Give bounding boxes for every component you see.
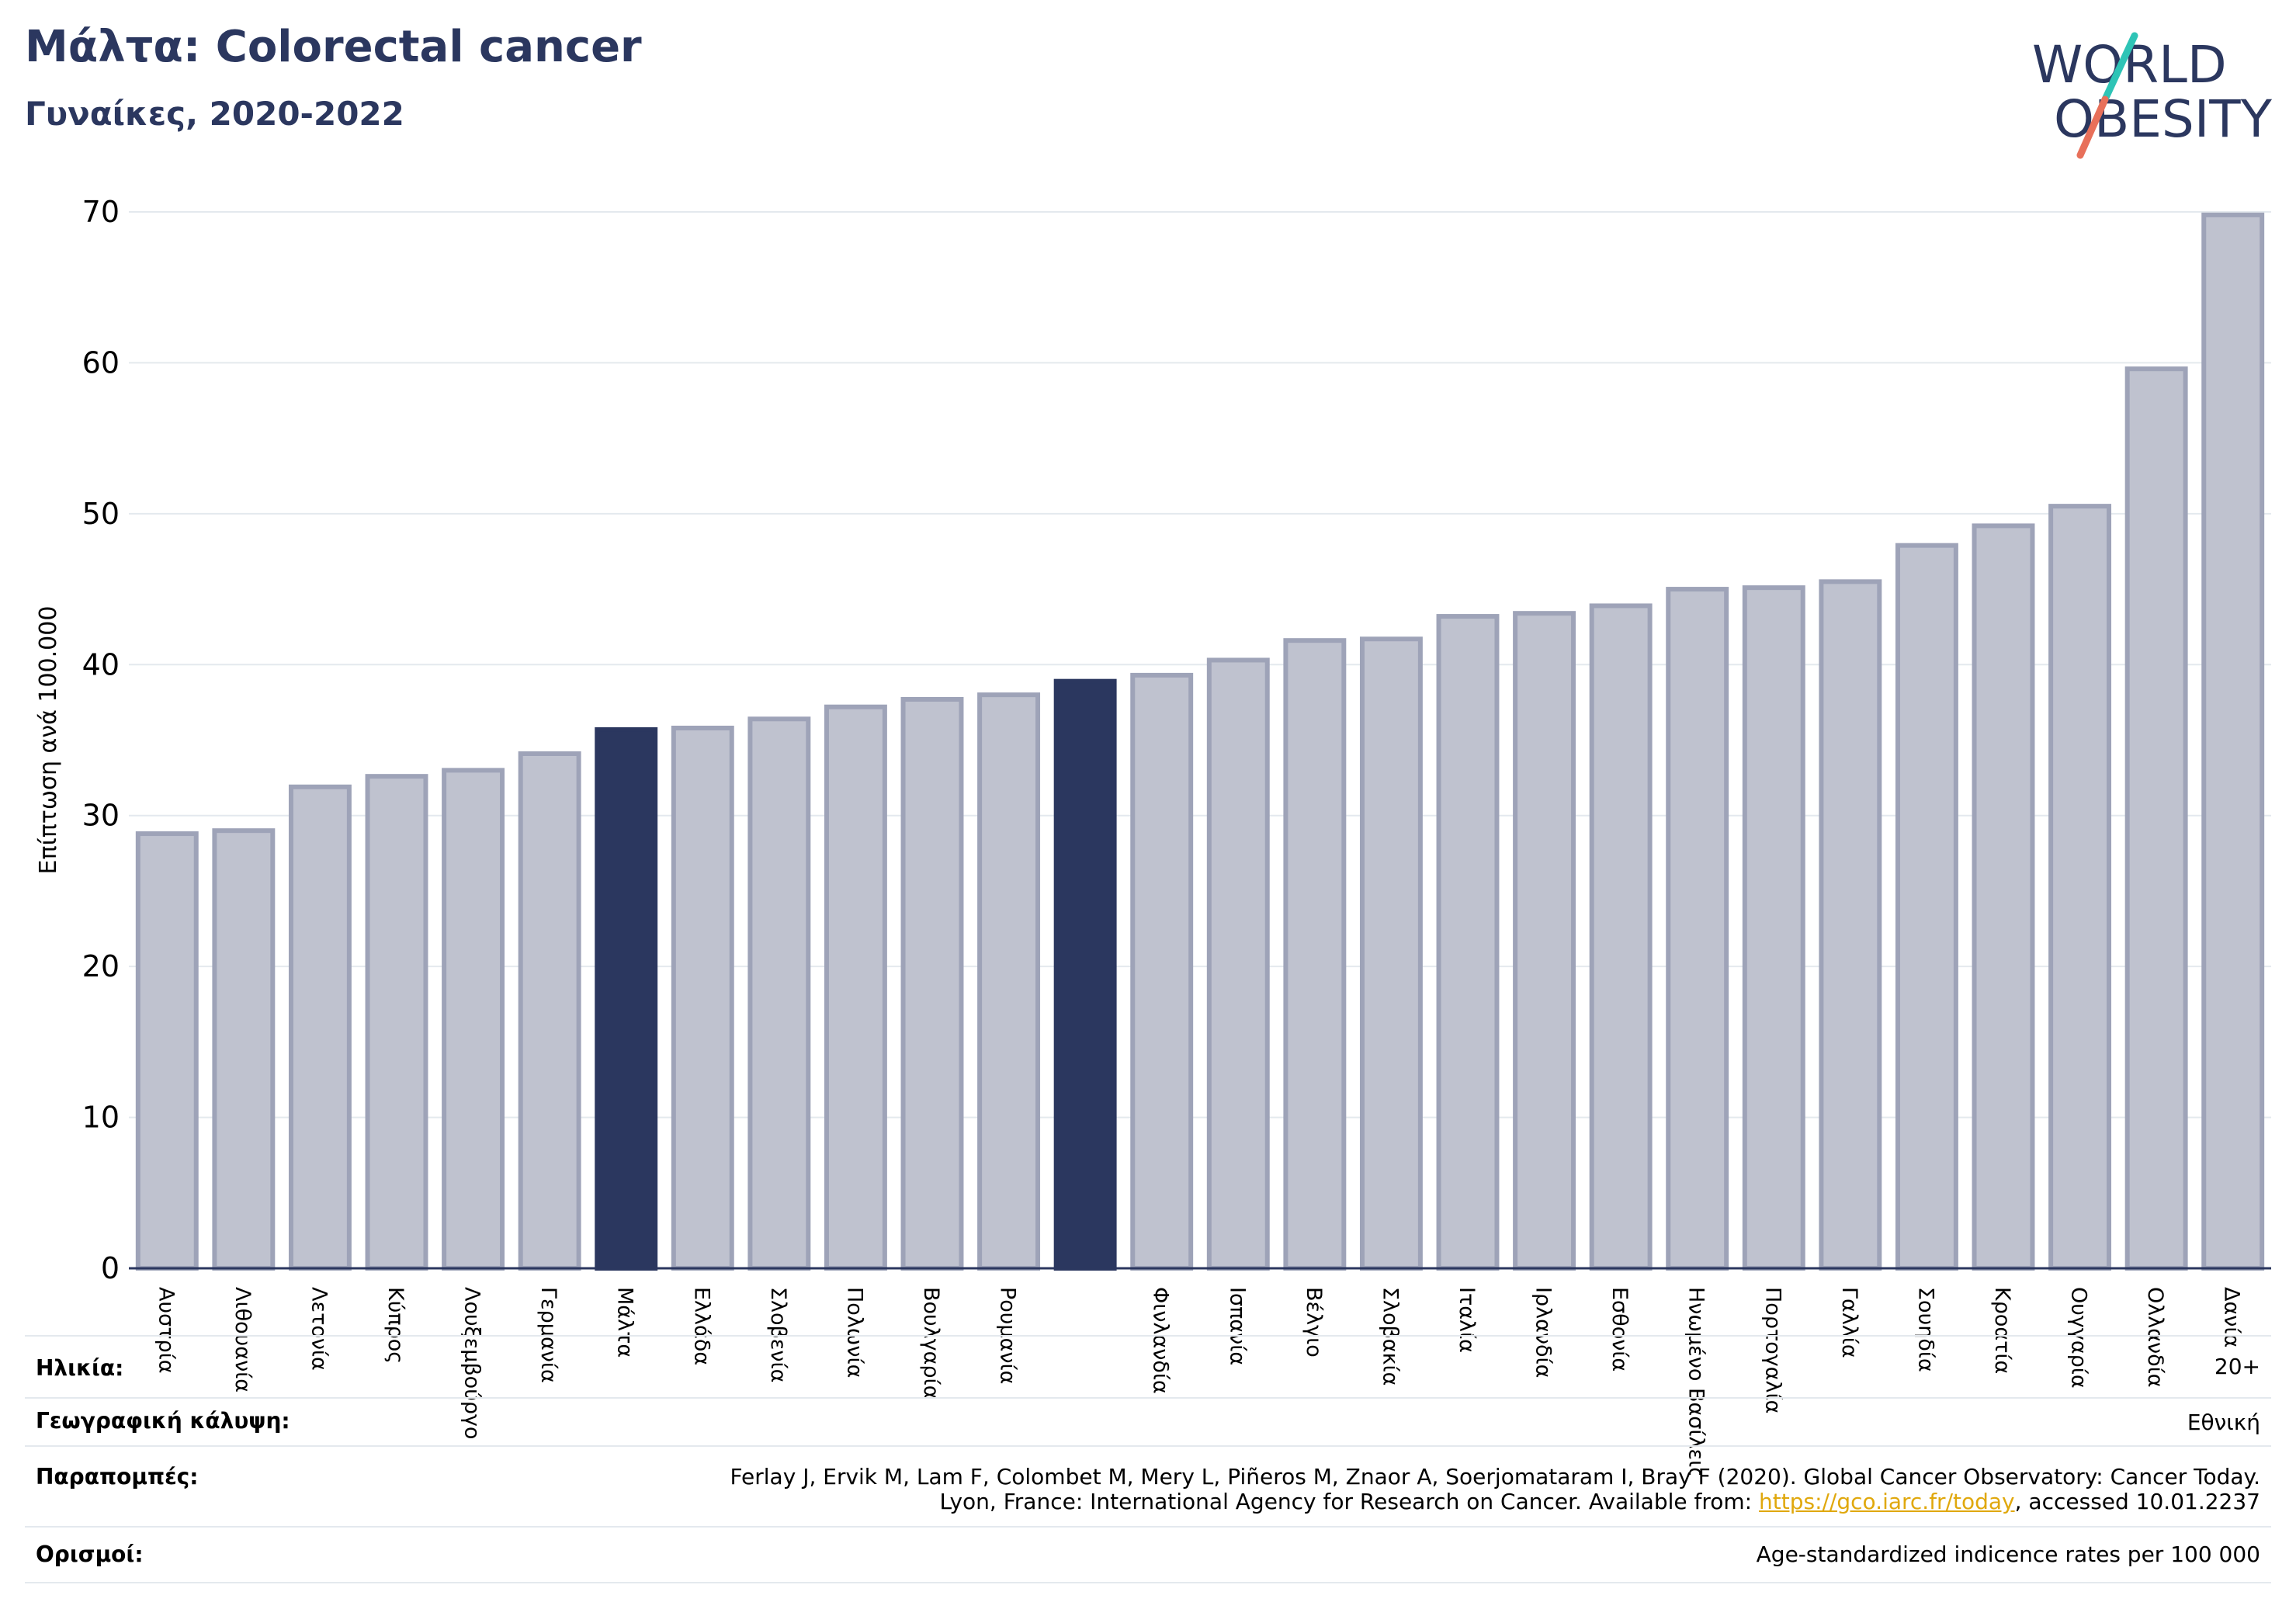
x-tick-label: Ιρλανδία — [1531, 1287, 1556, 1378]
bar — [1436, 614, 1500, 1271]
refs-label: Παραπομπές: — [36, 1464, 199, 1489]
bar — [977, 692, 1041, 1271]
bar — [518, 751, 581, 1271]
y-tick-label: 40 — [82, 647, 120, 681]
x-tick-label: Ισπανία — [1225, 1287, 1249, 1365]
x-tick-label: Γερμανία — [536, 1287, 560, 1383]
x-tick-label: Αυστρία — [154, 1287, 178, 1374]
y-tick-label: 60 — [82, 345, 120, 380]
bar — [824, 704, 887, 1271]
bar — [1972, 523, 2035, 1271]
bar — [1513, 611, 1576, 1271]
refs-line2-pre: Lyon, France: International Agency for R… — [939, 1489, 1759, 1514]
age-value: 20+ — [2214, 1354, 2260, 1379]
x-tick-label: Δανία — [2220, 1287, 2244, 1347]
refs-link[interactable]: https://gco.iarc.fr/today — [1759, 1489, 2015, 1514]
bar — [900, 697, 964, 1271]
divider — [25, 1397, 2271, 1399]
bar — [747, 716, 811, 1271]
bar — [1819, 579, 1882, 1271]
x-tick-label: Ιταλία — [1455, 1287, 1479, 1353]
age-label: Ηλικία: — [36, 1355, 124, 1381]
x-tick-label: Ελλάδα — [689, 1287, 713, 1365]
divider — [25, 1445, 2271, 1447]
x-tick-label: Μάλτα — [613, 1287, 637, 1358]
y-tick-label: 30 — [82, 799, 120, 833]
y-tick-label: 20 — [82, 949, 120, 983]
bar — [1283, 638, 1347, 1271]
world-obesity-logo: WORLD OBESITY — [2032, 32, 2273, 159]
x-tick-label: Φινλανδία — [1149, 1287, 1173, 1394]
defs-value: Age-standardized indicence rates per 100… — [1756, 1542, 2260, 1567]
x-tick-label: Πορτογαλία — [1760, 1287, 1784, 1413]
bar — [135, 831, 199, 1271]
bar — [1742, 585, 1805, 1271]
bar — [1589, 603, 1653, 1271]
refs-line2-post: , accessed 10.01.2237 — [2014, 1489, 2260, 1514]
x-tick-label: Σλοβενία — [766, 1287, 790, 1382]
x-tick-label: Λουξεμβούργο — [460, 1287, 484, 1439]
x-tick-label: Βέλγιο — [1302, 1287, 1326, 1358]
divider — [25, 1582, 2271, 1583]
bar — [212, 828, 276, 1271]
logo-slash-bottom — [2076, 95, 2109, 159]
y-tick-label: 50 — [82, 497, 120, 531]
bar — [2201, 212, 2265, 1271]
bar — [1130, 672, 1194, 1271]
y-axis-label: Επίπτωση ανά 100.000 — [35, 606, 62, 875]
logo-slash-top — [2101, 32, 2138, 103]
y-tick-label: 0 — [101, 1251, 120, 1285]
coverage-value: Εθνική — [2187, 1410, 2260, 1435]
coverage-label: Γεωγραφική κάλυψη: — [36, 1408, 290, 1434]
y-tick-label: 10 — [82, 1101, 120, 1135]
bar — [1666, 587, 1729, 1271]
bar — [1206, 657, 1270, 1271]
x-tick-label: Βουλγαρία — [919, 1287, 943, 1399]
refs-line1: Ferlay J, Ervik M, Lam F, Colombet M, Me… — [730, 1464, 2260, 1489]
x-tick-label: Ηνωμένο Βασίλειο — [1684, 1287, 1708, 1475]
defs-label: Ορισμοί: — [36, 1542, 144, 1567]
x-tick-label: Ουγγαρία — [2067, 1287, 2091, 1389]
x-tick-label: Πολωνία — [842, 1287, 866, 1378]
chart-title: Μάλτα: Colorectal cancer — [25, 22, 642, 72]
divider — [25, 1526, 2271, 1528]
bar — [442, 768, 505, 1271]
x-tick-label: Σουηδία — [1913, 1287, 1937, 1372]
x-tick-label: Γαλλία — [1837, 1287, 1861, 1358]
x-tick-label: Ολλανδία — [2143, 1287, 2167, 1388]
bar — [2048, 504, 2112, 1271]
divider — [25, 1335, 2271, 1337]
bar — [1359, 636, 1423, 1271]
x-tick-label: Κροατία — [1990, 1287, 2014, 1374]
x-tick-label: Λετονία — [307, 1287, 331, 1371]
bar — [595, 727, 658, 1271]
x-tick-label: Κύπρος — [383, 1287, 408, 1364]
bar — [288, 784, 352, 1271]
x-tick-label: Λιθουανία — [231, 1287, 255, 1392]
y-tick-label: 70 — [82, 195, 120, 229]
bar — [2124, 366, 2188, 1271]
bar — [1895, 543, 1958, 1271]
bar — [1053, 678, 1117, 1271]
chart-subtitle: Γυναίκες, 2020-2022 — [25, 95, 404, 133]
bar — [671, 725, 734, 1271]
bar-chart: 0 10 20 30 40 50 60 70 Επίπτωση ανά 100.000 Αυστρ… — [35, 195, 2271, 1475]
bar — [365, 774, 428, 1271]
refs-line2: Lyon, France: International Agency for R… — [939, 1489, 2260, 1514]
x-tick-label: Εσθονία — [1608, 1287, 1632, 1372]
